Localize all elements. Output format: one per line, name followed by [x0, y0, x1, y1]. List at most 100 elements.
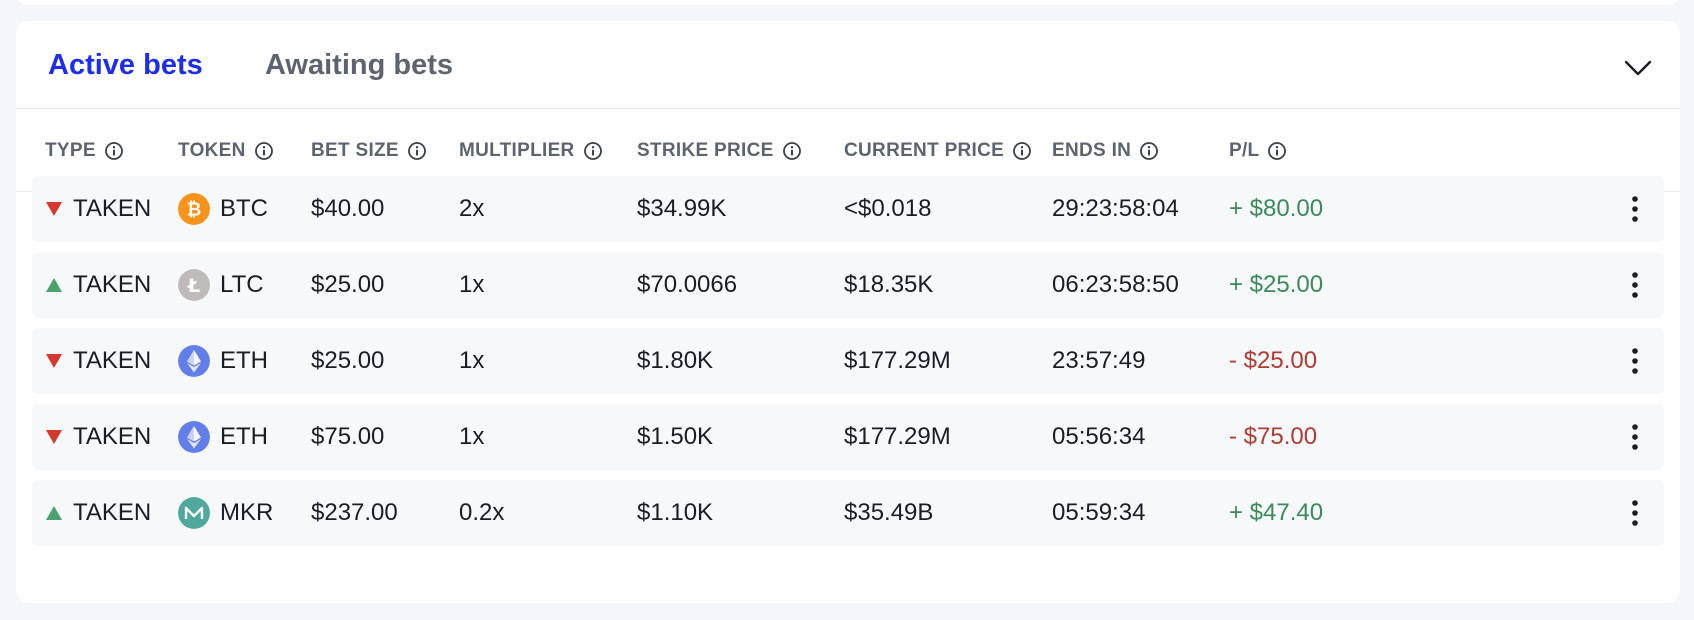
table-header: TYPE TOKEN BET SIZE MULTIPLIER STRIKE PRICE C… — [16, 110, 1680, 192]
more-options-icon[interactable] — [1630, 347, 1640, 375]
cell-multiplier: 0.2x — [459, 480, 504, 546]
ethereum-icon — [178, 345, 210, 377]
cell-type-value: TAKEN — [73, 347, 152, 374]
info-icon[interactable] — [583, 141, 603, 161]
chevron-down-icon[interactable] — [1624, 59, 1652, 77]
cell-multiplier-value: 1x — [459, 423, 485, 450]
info-icon[interactable] — [1139, 141, 1159, 161]
triangle-up-icon — [46, 506, 62, 520]
more-options-icon[interactable] — [1630, 423, 1640, 451]
table-row[interactable]: TAKEN ETH $75.00 1x $1.50K $177.29M 05:56:34 - … — [32, 404, 1664, 470]
cell-token: ETH — [178, 404, 268, 470]
info-icon[interactable] — [1012, 141, 1032, 161]
cell-token: ETH — [178, 328, 268, 394]
column-header-label: P/L — [1229, 140, 1260, 161]
cell-multiplier: 1x — [459, 328, 484, 394]
tab-bar: Active bets Awaiting bets — [16, 21, 1680, 109]
cell-multiplier-value: 1x — [459, 347, 485, 374]
maker-icon — [178, 497, 210, 529]
column-header-bet-size: BET SIZE — [311, 140, 427, 162]
info-icon[interactable] — [407, 141, 427, 161]
cell-strike-price-value: $34.99K — [637, 195, 727, 222]
cell-pl-value: + $25.00 — [1229, 271, 1324, 298]
more-options-icon[interactable] — [1630, 271, 1640, 299]
triangle-down-icon — [46, 354, 62, 368]
cell-strike-price: $1.50K — [637, 404, 713, 470]
cell-multiplier-value: 0.2x — [459, 499, 505, 526]
info-icon[interactable] — [1267, 141, 1287, 161]
cell-token: MKR — [178, 480, 273, 546]
info-icon[interactable] — [782, 141, 802, 161]
cell-current-price-value: $177.29M — [844, 347, 951, 374]
cell-ends-in: 05:56:34 — [1052, 404, 1145, 470]
cell-ends-in: 23:57:49 — [1052, 328, 1145, 394]
cell-multiplier: 1x — [459, 404, 484, 470]
column-header-ends-in: ENDS IN — [1052, 140, 1159, 162]
cell-token-value: ETH — [220, 347, 268, 374]
top-card — [16, 0, 1680, 5]
cell-current-price: $177.29M — [844, 404, 951, 470]
cell-pl: - $75.00 — [1229, 404, 1317, 470]
cell-type: TAKEN — [45, 252, 151, 318]
column-header-label: ENDS IN — [1052, 140, 1132, 161]
cell-strike-price: $34.99K — [637, 176, 726, 242]
cell-ends-in-value: 06:23:58:50 — [1052, 271, 1179, 298]
table-row[interactable]: TAKEN ₿ BTC $40.00 2x $34.99K <$0.018 29:23:58:… — [32, 176, 1664, 242]
bets-panel: Active bets Awaiting bets TYPE TOKEN BET S… — [16, 21, 1680, 603]
table-row[interactable]: TAKEN MKR $237.00 0.2x $1.10K $35.49B 05:59:34… — [32, 480, 1664, 546]
more-options-icon[interactable] — [1630, 195, 1640, 223]
cell-type: TAKEN — [45, 328, 151, 394]
cell-current-price-value: $177.29M — [844, 423, 951, 450]
cell-bet-size-value: $237.00 — [311, 499, 398, 526]
column-header-label: STRIKE PRICE — [637, 140, 774, 161]
cell-ends-in-value: 05:56:34 — [1052, 423, 1146, 450]
cell-multiplier: 2x — [459, 176, 484, 242]
cell-pl-value: + $80.00 — [1229, 195, 1324, 222]
more-options-icon[interactable] — [1630, 499, 1640, 527]
cell-strike-price-value: $1.80K — [637, 347, 714, 374]
cell-bet-size-value: $25.00 — [311, 347, 385, 374]
litecoin-icon: Ł — [178, 269, 210, 301]
cell-bet-size: $25.00 — [311, 328, 384, 394]
triangle-up-icon — [46, 278, 62, 292]
bitcoin-icon: ₿ — [178, 193, 210, 225]
cell-ends-in: 05:59:34 — [1052, 480, 1145, 546]
cell-strike-price-value: $1.10K — [637, 499, 714, 526]
cell-type-value: TAKEN — [73, 423, 152, 450]
cell-current-price-value: <$0.018 — [844, 195, 932, 222]
cell-ends-in-value: 23:57:49 — [1052, 347, 1146, 374]
table-row[interactable]: TAKEN ETH $25.00 1x $1.80K $177.29M 23:57:49 - … — [32, 328, 1664, 394]
tab-awaiting-bets[interactable]: Awaiting bets — [265, 49, 453, 81]
cell-type-value: TAKEN — [73, 195, 152, 222]
column-header-label: TOKEN — [178, 140, 246, 161]
cell-bet-size-value: $25.00 — [311, 271, 385, 298]
cell-pl: - $25.00 — [1229, 328, 1317, 394]
cell-bet-size: $25.00 — [311, 252, 384, 318]
cell-type: TAKEN — [45, 404, 151, 470]
cell-current-price: <$0.018 — [844, 176, 931, 242]
cell-strike-price-value: $1.50K — [637, 423, 714, 450]
cell-strike-price: $1.10K — [637, 480, 713, 546]
info-icon[interactable] — [104, 141, 124, 161]
info-icon[interactable] — [254, 141, 274, 161]
cell-pl: + $47.40 — [1229, 480, 1323, 546]
column-header-pl: P/L — [1229, 140, 1287, 162]
triangle-down-icon — [46, 202, 62, 216]
cell-bet-size: $75.00 — [311, 404, 384, 470]
cell-pl: + $25.00 — [1229, 252, 1323, 318]
column-header-multiplier: MULTIPLIER — [459, 140, 603, 162]
cell-current-price-value: $18.35K — [844, 271, 934, 298]
cell-ends-in: 06:23:58:50 — [1052, 252, 1179, 318]
cell-strike-price: $70.0066 — [637, 252, 737, 318]
column-header-current-price: CURRENT PRICE — [844, 140, 1032, 162]
triangle-down-icon — [46, 430, 62, 444]
tab-active-bets[interactable]: Active bets — [48, 49, 203, 81]
column-header-strike-price: STRIKE PRICE — [637, 140, 802, 162]
cell-current-price: $35.49B — [844, 480, 933, 546]
svg-text:Ł: Ł — [187, 275, 200, 297]
cell-multiplier-value: 1x — [459, 271, 485, 298]
table-row[interactable]: TAKEN Ł LTC $25.00 1x $70.0066 $18.35K 06:23:58… — [32, 252, 1664, 318]
cell-token: Ł LTC — [178, 252, 264, 318]
cell-bet-size-value: $40.00 — [311, 195, 385, 222]
column-header-token: TOKEN — [178, 140, 274, 162]
